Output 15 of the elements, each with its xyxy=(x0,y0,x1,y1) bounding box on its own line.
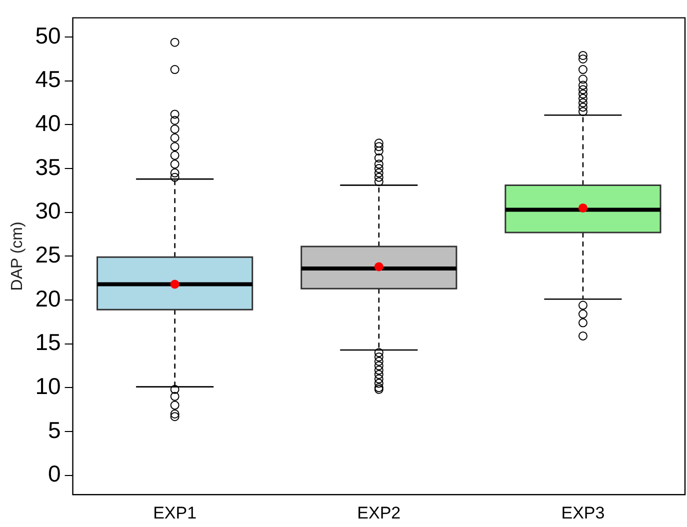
y-tick-label: 20 xyxy=(35,285,61,312)
y-tick-label: 0 xyxy=(48,460,61,487)
y-tick-label: 30 xyxy=(35,198,61,224)
y-tick-label: 45 xyxy=(35,66,61,92)
y-tick-label: 5 xyxy=(48,416,61,443)
y-tick-label: 15 xyxy=(35,329,61,356)
x-tick-label: EXP1 xyxy=(153,503,197,522)
y-tick-label: 35 xyxy=(35,154,61,180)
y-tick-label: 50 xyxy=(35,22,61,48)
x-tick-label: EXP3 xyxy=(561,503,605,522)
y-axis-title: DAP (cm) xyxy=(9,222,26,291)
y-tick-label: 10 xyxy=(35,373,61,400)
y-tick-label: 25 xyxy=(35,242,61,268)
y-tick-label: 40 xyxy=(35,110,61,136)
x-tick-label: EXP2 xyxy=(357,503,401,522)
